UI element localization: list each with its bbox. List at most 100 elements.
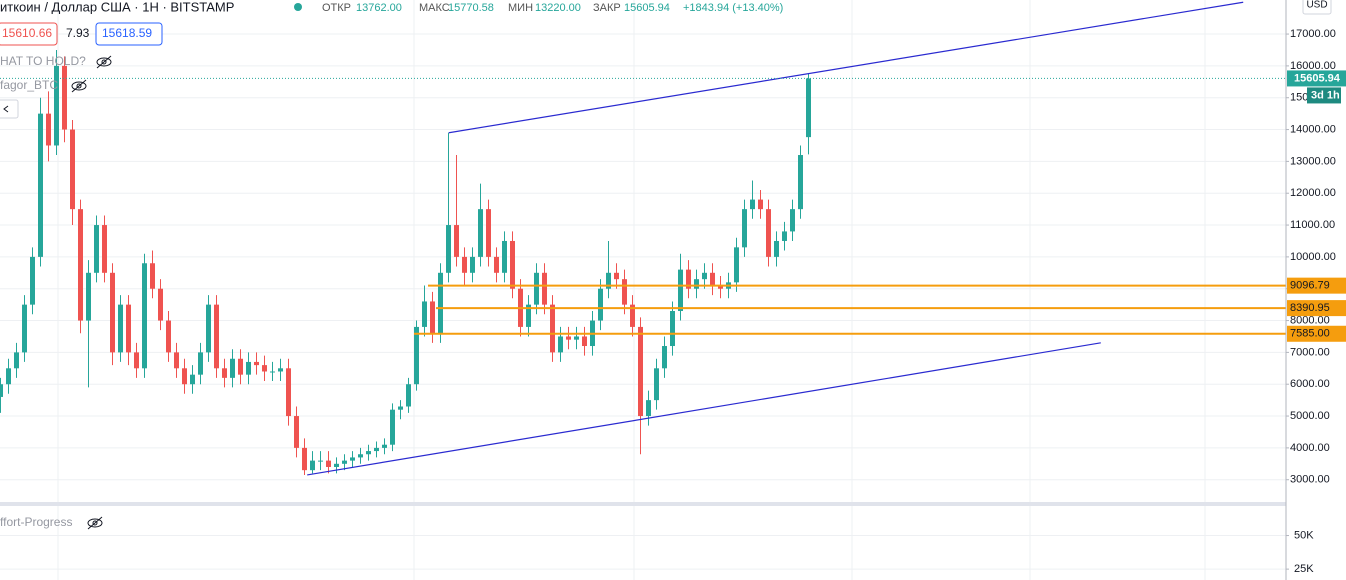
buy-box[interactable] [95,22,163,46]
candle-body [374,447,379,452]
candle-body [470,256,475,273]
candle-body [86,272,91,321]
candle-body [246,361,251,375]
candle-body [326,460,331,467]
hide-icon[interactable] [87,516,103,530]
y-tick-label: 25K [1294,563,1314,575]
candle-body [582,336,587,347]
candle-body [238,358,243,375]
candle-body [70,129,75,210]
candle-body [0,384,3,397]
collapse-button[interactable] [0,99,19,119]
last-price-box [1287,70,1346,87]
level-label: 7585.00 [1290,328,1330,340]
candle-body [790,209,795,232]
hide-icon[interactable] [71,79,87,93]
indicator-name: fagor_BTC [0,78,58,92]
candle-body [270,371,275,373]
candle-body [678,269,683,312]
candle-body [774,240,779,257]
candle-body [710,272,715,286]
candle-body [22,304,27,353]
candle-body [502,240,507,273]
low-value: 13220.00 [535,2,581,14]
candle-body [262,365,267,372]
candle-body [94,225,99,273]
hide-icon[interactable] [96,55,112,69]
candle-body [806,78,811,138]
candle-body [494,256,499,273]
candle-body [430,301,435,334]
y-tick-label: 14000.00 [1290,123,1336,135]
symbol: иткоин / Доллар США · 1Н · BITSTAMP [0,0,234,14]
candle-body [694,279,699,289]
status-dot [294,3,302,11]
ask[interactable]: 15618.59 [102,26,152,40]
change: +1843.94 (+13.40%) [683,2,783,14]
candle-body [638,326,643,417]
candle-body [302,447,307,471]
candle-body [358,454,363,458]
candle-body [598,288,603,321]
candle-body [550,304,555,353]
candle-body [230,358,235,378]
candle-body [350,457,355,461]
candle-body [134,352,139,369]
candle-body [14,352,19,369]
candle-body [390,409,395,445]
level-label-box [1287,300,1346,317]
candle-body [286,368,291,417]
candle-body [206,304,211,353]
candle-body [702,272,707,280]
pane-title: ffort-Progress [0,515,72,529]
candle-body [126,304,131,353]
candle-body [614,272,619,280]
currency[interactable]: USD [1306,0,1327,11]
spread: 7.93 [66,26,90,40]
candle-body [462,256,467,273]
trend-line [448,1,1244,134]
countdown-box [1307,87,1341,104]
candle-body [454,225,459,257]
candle-body [334,463,339,467]
candle-body [566,336,571,340]
candle-body [6,368,11,385]
candle-body [782,231,787,241]
sell-box[interactable] [0,22,58,46]
candle-body [446,225,451,273]
level-label: 9096.79 [1290,280,1330,292]
indicator-name: HAT TO HOLD? [0,54,86,68]
candle-body [214,304,219,369]
y-tick-label: 11000.00 [1290,219,1335,231]
level-label-box [1287,277,1346,294]
candle-body [62,65,67,130]
level-label: 8390.95 [1290,302,1330,314]
candle-body [750,199,755,210]
candle-body [622,279,627,305]
candle-body [102,225,107,273]
y-tick-label: 12000.00 [1290,187,1336,199]
candle-body [662,346,667,369]
low-label: МИН [508,2,533,14]
candle-body [510,240,515,289]
y-tick-label: 8000.00 [1290,314,1330,326]
pane-separator [0,502,1286,506]
candle-body [734,247,739,283]
candle-body [278,368,283,372]
bid[interactable]: 15610.66 [2,26,52,40]
candle-body [422,301,427,327]
open-label: ОТКР [322,2,351,14]
candle-body [190,374,195,385]
candle-body [542,272,547,305]
currency-box[interactable] [1302,0,1332,15]
candle-body [182,368,187,385]
candle-body [382,444,387,448]
candle-body [342,460,347,464]
close-value: 15605.94 [624,2,670,14]
price-axis: 3000.00 4000.00 5000.00 6000.00 7000.00 8000.… [1286,28,1346,575]
candle-body [630,304,635,327]
high-label: МАКС [419,2,450,14]
last-price-label: 15605.94 [1294,72,1341,84]
